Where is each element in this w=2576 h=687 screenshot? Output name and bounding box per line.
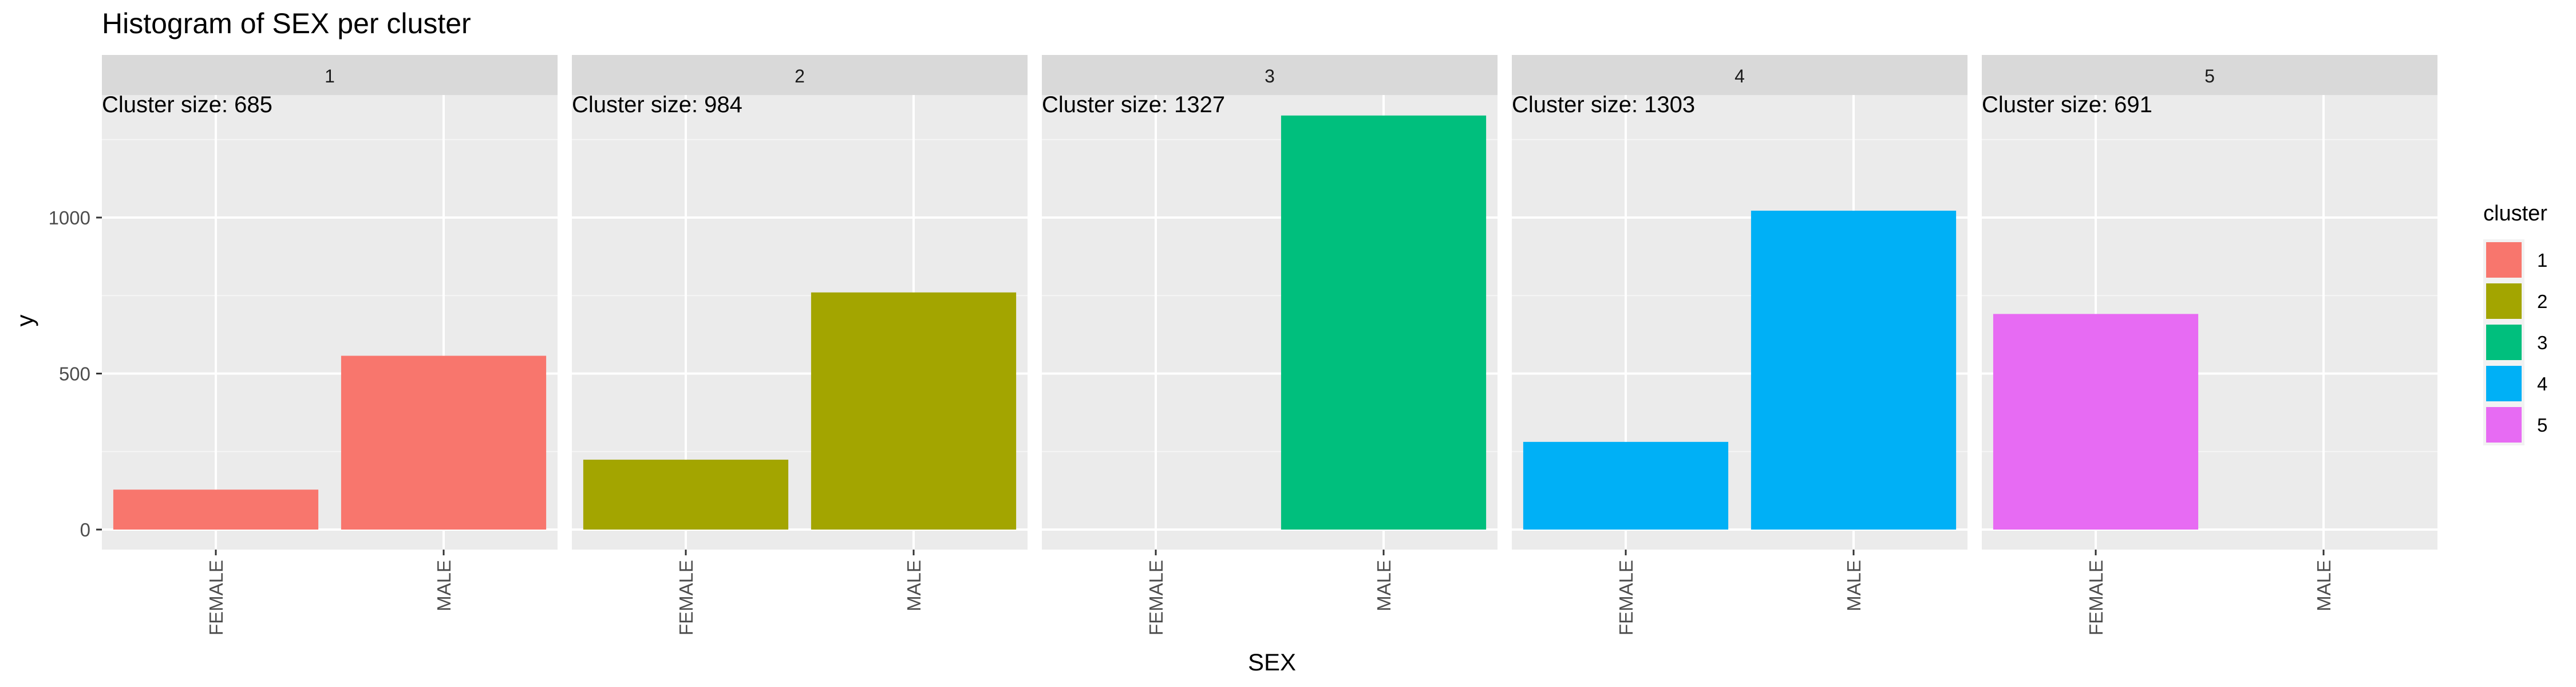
legend-item-label: 5 (2537, 414, 2547, 436)
legend-swatch-4 (2486, 366, 2522, 401)
facet-panel-1: 1 Cluster size: 685 FEMALE MALE (102, 55, 558, 635)
x-tick-label: MALE (433, 560, 455, 611)
cluster-size-annotation: Cluster size: 691 (1982, 92, 2152, 117)
cluster-size-annotation: Cluster size: 685 (102, 92, 272, 117)
legend-swatch-5 (2486, 407, 2522, 443)
cluster-size-annotation: Cluster size: 1303 (1512, 92, 1695, 117)
y-tick-label: 1000 (49, 207, 90, 228)
bar-1-female (113, 489, 319, 530)
y-axis: 0 500 1000 (49, 207, 102, 540)
facet-strip (1042, 55, 1498, 95)
x-tick-label: FEMALE (206, 560, 227, 635)
x-tick-label: MALE (1843, 560, 1864, 611)
facet-strip-label: 5 (2204, 66, 2215, 86)
legend-item-label: 4 (2537, 373, 2547, 394)
facet-strip-label: 2 (795, 66, 805, 86)
facet-panels: 1 Cluster size: 685 FEMALE MALE 2 Cluster siz… (102, 55, 2437, 635)
x-tick-label: MALE (2313, 560, 2334, 611)
cluster-size-annotation: Cluster size: 984 (572, 92, 742, 117)
x-tick-label: FEMALE (675, 560, 697, 635)
legend-swatch-3 (2486, 325, 2522, 360)
bar-2-male (811, 292, 1017, 530)
legend: cluster 1 2 3 4 5 (2483, 202, 2547, 445)
facet-panel-5: 5 Cluster size: 691 FEMALE MALE (1982, 55, 2437, 635)
chart-title: Histogram of SEX per cluster (102, 7, 471, 40)
facet-strip (102, 55, 558, 95)
legend-swatch-2 (2486, 283, 2522, 319)
bar-4-female (1523, 441, 1729, 530)
facet-strip-label: 3 (1265, 66, 1275, 86)
bar-1-male (341, 356, 547, 530)
x-tick-label: MALE (1373, 560, 1394, 611)
y-axis-label: y (11, 315, 38, 327)
y-tick-label: 0 (80, 519, 90, 540)
facet-strip (1512, 55, 1967, 95)
bar-2-female (583, 459, 789, 530)
x-tick-label: MALE (903, 560, 924, 611)
x-tick-label: FEMALE (2085, 560, 2107, 635)
legend-title: cluster (2483, 202, 2547, 226)
legend-item-label: 1 (2537, 250, 2547, 271)
bar-5-female (1993, 314, 2199, 530)
bar-3-male (1281, 115, 1487, 530)
facet-strip (1982, 55, 2437, 95)
cluster-size-annotation: Cluster size: 1327 (1042, 92, 1225, 117)
facet-panel-3: 3 Cluster size: 1327 FEMALE MALE (1042, 55, 1498, 635)
x-axis-label: SEX (1248, 649, 1296, 676)
facet-strip-label: 1 (325, 66, 335, 86)
x-tick-label: FEMALE (1145, 560, 1167, 635)
legend-swatch-1 (2486, 242, 2522, 278)
facet-strip (572, 55, 1028, 95)
bar-4-male (1751, 211, 1957, 530)
y-tick-label: 500 (59, 364, 90, 385)
facet-panel-2: 2 Cluster size: 984 FEMALE MALE (572, 55, 1028, 635)
x-tick-label: FEMALE (1615, 560, 1637, 635)
facet-panel-4: 4 Cluster size: 1303 FEMALE MALE (1512, 55, 1967, 635)
legend-item-label: 2 (2537, 291, 2547, 312)
facet-strip-label: 4 (1735, 66, 1745, 86)
legend-item-label: 3 (2537, 332, 2547, 353)
